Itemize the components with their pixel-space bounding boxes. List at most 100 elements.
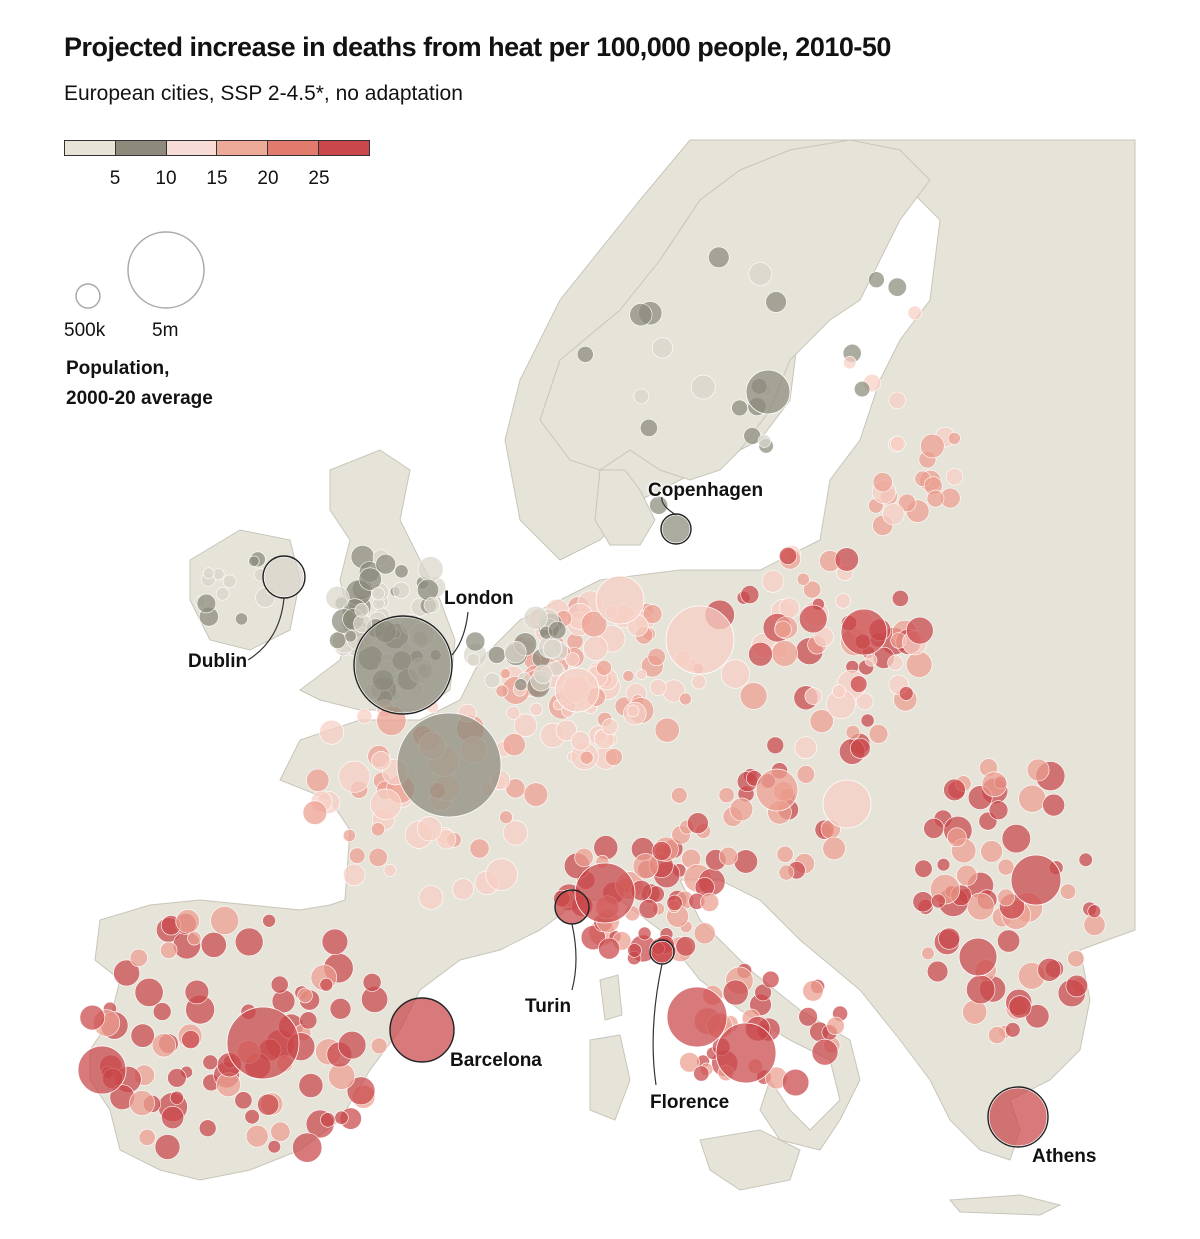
city-bubble (936, 857, 951, 872)
color-bin-3 (166, 141, 218, 155)
population-caption: Population, 2000-20 average (66, 354, 213, 414)
city-bubble (931, 893, 946, 909)
city-bubble (693, 922, 716, 945)
city-bubble (469, 838, 490, 859)
city-bubble (920, 433, 945, 459)
city-bubble (134, 977, 164, 1007)
city-bubble (319, 719, 345, 745)
city-bubble (436, 829, 457, 850)
city-bubble (938, 927, 961, 950)
city-bubble (776, 845, 794, 863)
city-bubble (651, 337, 673, 359)
city-bubble (187, 931, 202, 946)
city-bubble (465, 631, 486, 652)
city-bubble (731, 399, 748, 417)
population-caption-line1: Population, (66, 358, 170, 379)
corsica (599, 974, 623, 1021)
city-bubble (299, 1011, 318, 1030)
city-bubble (321, 928, 349, 955)
city-bubble (666, 894, 683, 912)
city-bubble (495, 684, 509, 698)
city-bubble (757, 434, 772, 448)
city-bubble (270, 1121, 291, 1142)
chart-subtitle: European cities, SSP 2-4.5*, no adaptati… (64, 82, 463, 105)
city-bubble (926, 489, 945, 508)
city-bubble (943, 778, 966, 802)
city-bubble (907, 305, 923, 321)
city-bubble (596, 660, 612, 676)
city-bubble (796, 572, 810, 586)
bubble-vienna (755, 768, 799, 812)
city-bubble (529, 702, 543, 717)
city-bubble (887, 654, 904, 671)
city-bubble (160, 941, 178, 959)
city-bubble (329, 997, 352, 1020)
city-bubble (1037, 957, 1062, 982)
label-athens: Athens (1032, 1146, 1097, 1167)
bubble-naples (715, 1022, 777, 1084)
city-bubble (574, 847, 594, 868)
tick-5: 5 (109, 168, 121, 189)
city-bubble (346, 1076, 376, 1106)
city-bubble (981, 771, 1008, 798)
city-bubble (872, 472, 893, 493)
city-bubble (754, 983, 772, 1002)
city-bubble (466, 652, 481, 667)
city-bubble (292, 1132, 323, 1163)
city-bubble (499, 810, 513, 825)
city-bubble (748, 641, 773, 667)
city-bubble (306, 768, 330, 792)
city-bubble (629, 303, 653, 327)
city-bubble (988, 800, 1009, 821)
city-bubble (675, 936, 696, 957)
city-bubble (849, 675, 868, 693)
city-bubble (319, 977, 334, 992)
city-bubble (344, 630, 357, 643)
city-bubble (368, 847, 388, 868)
city-bubble (748, 262, 773, 286)
city-bubble (912, 891, 934, 913)
city-bubble (342, 829, 356, 843)
city-bubble (248, 555, 260, 567)
city-bubble (196, 593, 217, 614)
city-bubble (803, 580, 822, 599)
city-bubble (334, 1110, 349, 1125)
city-bubble (329, 631, 347, 649)
bubble-dublin (263, 556, 305, 598)
city-bubble (945, 468, 964, 486)
city-bubble (576, 345, 594, 363)
city-bubble (542, 638, 563, 659)
city-bubble (722, 979, 749, 1006)
city-bubble (802, 980, 824, 1002)
city-bubble (161, 1106, 185, 1130)
city-bubble (671, 787, 688, 804)
city-bubble (798, 604, 828, 634)
city-bubble (988, 1026, 1007, 1045)
city-bubble (849, 737, 871, 759)
sicily (699, 1129, 801, 1191)
city-bubble (154, 1134, 181, 1160)
city-bubble (370, 1037, 388, 1055)
city-bubble (416, 578, 439, 601)
city-bubble (152, 1002, 172, 1021)
city-bubble (798, 1007, 818, 1027)
bubble-bucharest (1010, 854, 1062, 906)
bubble-stockholm (745, 369, 791, 415)
city-bubble (700, 892, 720, 912)
leader-florence (652, 963, 663, 1086)
ring-london (353, 615, 453, 715)
city-bubble (320, 1112, 336, 1128)
city-bubble (270, 975, 289, 994)
city-bubble (980, 840, 1003, 863)
city-bubble (349, 847, 366, 864)
city-bubble (371, 750, 391, 771)
city-bubble (138, 1128, 156, 1146)
city-bubble (1005, 1022, 1021, 1038)
bubble-rome (666, 986, 728, 1048)
label-florence: Florence (650, 1092, 730, 1113)
city-bubble (947, 431, 961, 445)
city-bubble (417, 556, 444, 583)
city-bubble (1059, 883, 1077, 900)
city-bubble (298, 1073, 324, 1098)
